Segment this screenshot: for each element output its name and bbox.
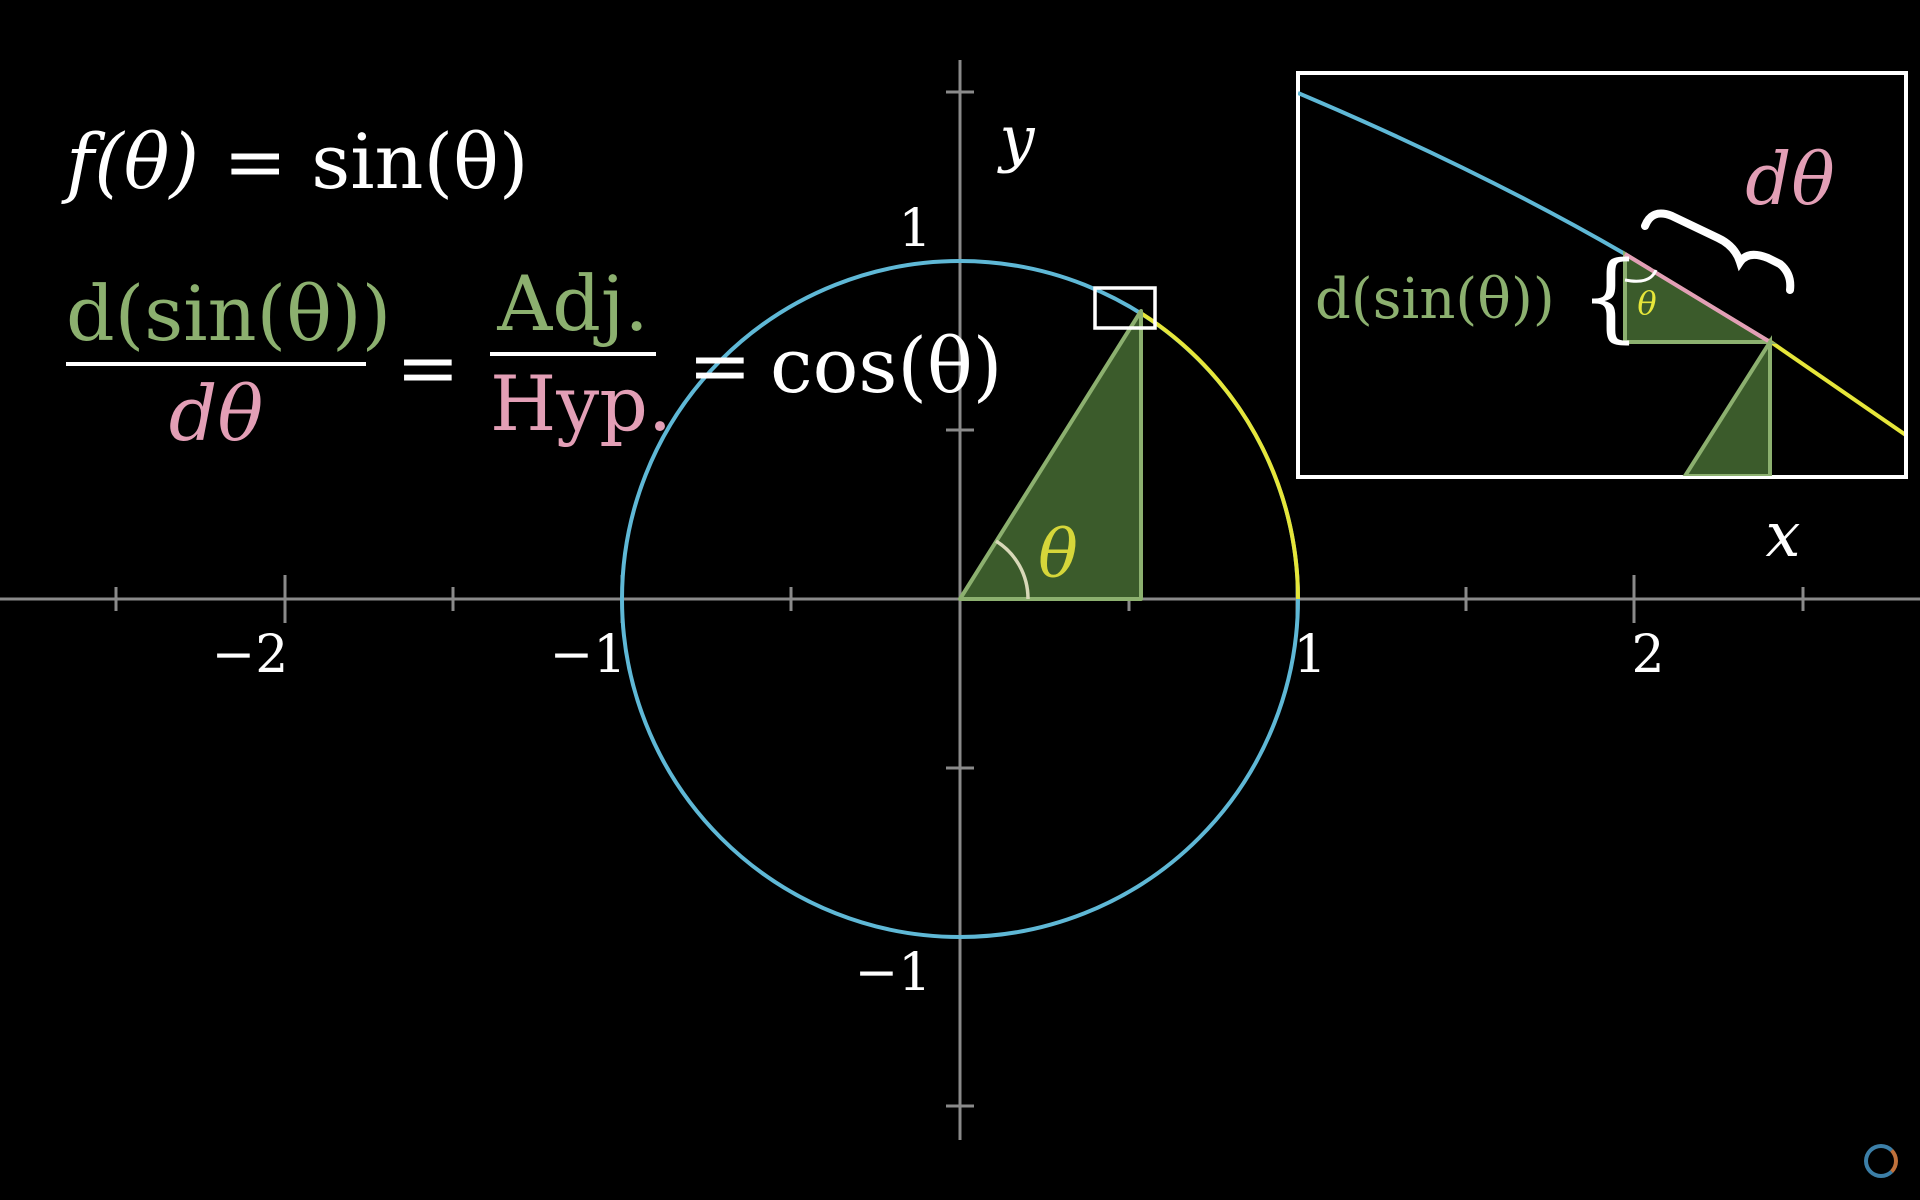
zoom-inset-frame <box>1296 71 1908 479</box>
derivative-numerator: d(sin(θ)) <box>66 269 392 358</box>
fraction-bar <box>66 362 366 366</box>
equals-sign: = <box>396 323 460 412</box>
inset-dtheta-label: dθ <box>1745 137 1834 221</box>
hypotenuse-label: Hyp. <box>490 359 673 448</box>
fraction-bar <box>490 352 656 356</box>
zoom-inset: d(sin(θ)) { dθ θ <box>1296 71 1908 479</box>
sin-triangle <box>958 309 1143 601</box>
axes: −2 −1 1 2 1 −1 x y <box>0 60 1920 1140</box>
adj-hyp-fraction: Adj. Hyp. <box>490 259 673 448</box>
x-tick-label: −1 <box>550 625 627 685</box>
function-lhs: f(θ) <box>66 117 200 206</box>
x-tick-label: 1 <box>1293 625 1326 685</box>
inset-left-brace: { <box>1580 241 1641 353</box>
derivative-fraction: d(sin(θ)) dθ <box>66 269 392 458</box>
y-tick-label: −1 <box>855 943 932 1003</box>
x-tick-label: −2 <box>212 625 289 685</box>
equals-sign: = <box>688 321 752 410</box>
loading-spinner-icon <box>1864 1144 1898 1178</box>
angle-mark <box>995 539 1030 600</box>
inset-hypotenuse <box>1623 252 1772 344</box>
function-rhs: sin(θ) <box>311 117 529 206</box>
inset-large-triangle <box>1682 335 1772 476</box>
inset-yellow-arc <box>1766 338 1904 437</box>
inset-angle-label: θ <box>1637 284 1656 322</box>
function-definition: f(θ) = sin(θ) <box>66 124 529 200</box>
inset-angle-mark <box>1624 269 1658 283</box>
inset-dsin-label: d(sin(θ)) <box>1315 267 1555 332</box>
dtheta-brace <box>1641 209 1795 294</box>
y-axis-label: y <box>996 102 1035 175</box>
derivative-denominator: dθ <box>168 369 264 458</box>
equals-sign: = <box>223 117 288 206</box>
x-axis-label: x <box>1766 498 1801 571</box>
derivative-result: cos(θ) <box>770 321 1003 410</box>
adjacent-label: Adj. <box>497 259 649 348</box>
theta-arc-on-circle <box>1137 310 1301 600</box>
zoom-marker-box <box>1093 286 1157 330</box>
x-tick-label: 2 <box>1631 625 1664 685</box>
inset-circle-arc <box>1298 91 1627 256</box>
angle-label: θ <box>1038 516 1078 593</box>
y-tick-label: 1 <box>898 199 931 259</box>
